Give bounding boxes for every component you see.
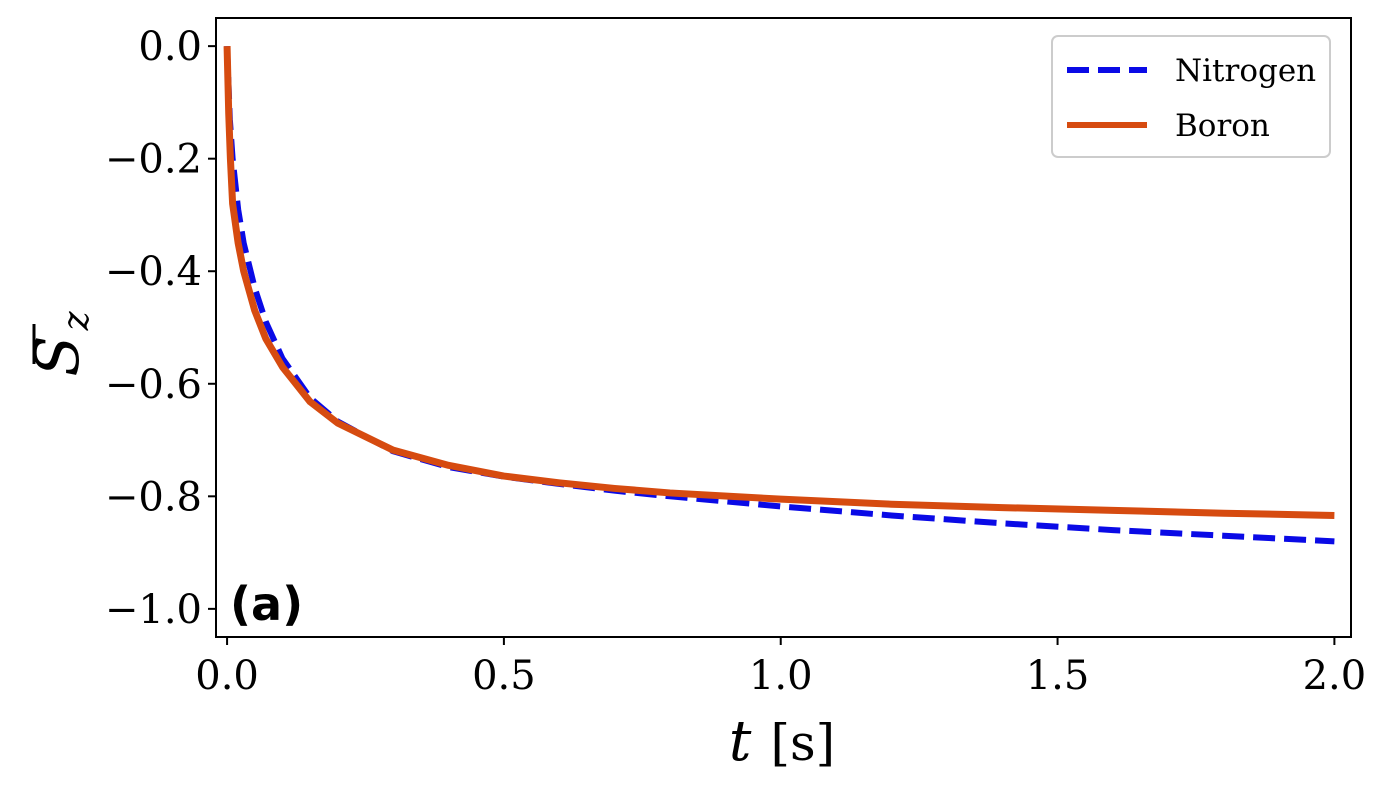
x-tick-label: 0.5: [472, 653, 536, 699]
series-line-boron: [223, 46, 1335, 519]
plot-frame: [215, 17, 1352, 638]
y-tick-label: −1.0: [105, 587, 202, 633]
legend: Nitrogen Boron: [1051, 35, 1331, 158]
series-layer: [223, 46, 1335, 545]
panel-label: (a): [230, 577, 303, 631]
x-axis-label-unit: [s]: [770, 714, 835, 772]
x-tick-label: 1.5: [1026, 653, 1090, 699]
y-axis-label: S z: [23, 310, 97, 376]
svg-text:S z: S z: [23, 310, 97, 376]
legend-label-boron: Boron: [1175, 108, 1270, 144]
x-axis-ticks: 0.0 0.5 1.0 1.5 2.0: [195, 637, 1366, 699]
legend-label-nitrogen: Nitrogen: [1175, 53, 1316, 89]
x-tick-label: 0.0: [195, 653, 259, 699]
y-tick-label: −0.6: [105, 362, 202, 408]
y-tick-label: −0.8: [105, 474, 202, 520]
y-tick-label: 0.0: [138, 24, 202, 70]
y-tick-label: −0.2: [105, 137, 202, 183]
y-axis-label-main: S: [23, 335, 93, 376]
y-tick-label: −0.4: [105, 249, 202, 295]
x-tick-label: 1.0: [749, 653, 813, 699]
y-axis-ticks: 0.0 −0.2 −0.4 −0.6 −0.8 −1.0: [105, 24, 216, 633]
x-axis-label: t [s]: [729, 709, 835, 774]
y-axis-label-sub: z: [56, 310, 97, 331]
x-axis-label-var: t: [729, 709, 752, 774]
x-tick-label: 2.0: [1303, 653, 1367, 699]
